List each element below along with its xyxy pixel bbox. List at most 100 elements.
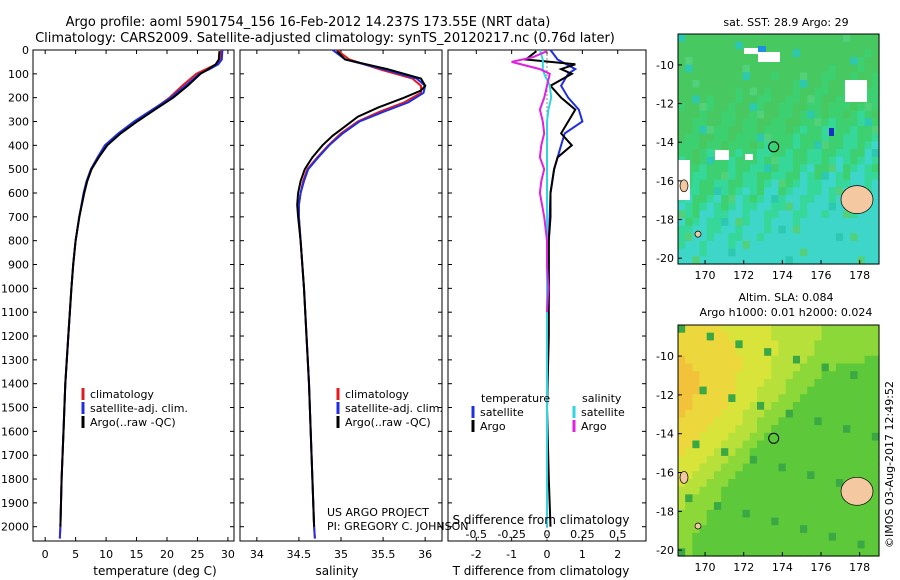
map-cell	[692, 471, 701, 480]
map-cell	[871, 517, 880, 526]
map-cell	[749, 179, 758, 188]
map-cell	[699, 386, 708, 395]
map-cell	[778, 340, 787, 349]
map-cell	[728, 218, 737, 227]
map-cell	[757, 126, 765, 135]
map-cell	[771, 525, 780, 534]
map-cell	[800, 218, 808, 227]
map-cell	[706, 378, 715, 388]
map-cell	[706, 371, 715, 380]
map-cell	[828, 440, 837, 449]
map-cell	[749, 517, 758, 526]
map-cell	[864, 378, 873, 388]
map-cell	[771, 440, 780, 449]
map-cell	[792, 149, 801, 158]
map-cell	[757, 440, 765, 449]
map-cell	[828, 509, 837, 519]
map-cell	[800, 133, 808, 142]
map-cell	[735, 41, 744, 50]
map-cell	[771, 402, 780, 411]
map-cell	[871, 494, 880, 503]
map-cell	[764, 363, 772, 372]
map-cell	[678, 325, 686, 334]
map-cell	[706, 340, 715, 349]
map-cell	[713, 540, 722, 549]
map-cell	[850, 509, 859, 519]
map-y-tick-label: -12	[656, 389, 674, 402]
map-cell	[692, 210, 701, 219]
map-cell	[871, 164, 880, 173]
map-cell	[735, 340, 744, 349]
map-cell	[792, 348, 801, 357]
map-cell	[749, 133, 758, 142]
map-cell	[757, 325, 765, 334]
map-cell	[757, 172, 765, 181]
map-cell	[771, 455, 780, 465]
map-cell	[800, 126, 808, 135]
map-cell	[742, 378, 751, 388]
legend-label: Argo	[480, 420, 506, 433]
map-cell	[728, 448, 737, 457]
map-cell	[749, 202, 758, 211]
map-cell	[757, 540, 765, 549]
map-cell	[685, 517, 693, 526]
map-cell	[771, 133, 780, 142]
map-cell	[807, 371, 815, 380]
map-cell	[692, 386, 701, 395]
map-cell	[850, 409, 859, 418]
map-cell	[828, 348, 837, 357]
map-cell	[792, 486, 801, 495]
map-cell	[821, 149, 830, 158]
y-tick-label: 600	[8, 187, 29, 200]
map-cell	[728, 202, 737, 211]
map-x-tick-label: 170	[695, 269, 716, 282]
map-cell	[685, 409, 693, 418]
map-cell	[792, 141, 801, 150]
map-cell	[699, 471, 708, 480]
map-cell	[807, 164, 815, 173]
island-small	[694, 522, 702, 530]
legend-label: satellite-adj. clim.	[345, 402, 443, 415]
map-cell	[785, 187, 794, 196]
map-cell	[778, 348, 787, 357]
map-cell	[757, 532, 765, 542]
map-cell	[685, 417, 693, 426]
map-cell	[821, 164, 830, 173]
map-cell	[699, 49, 708, 58]
s-tick-label: 0.5	[609, 528, 627, 541]
map-cell	[864, 179, 873, 188]
map-cell	[814, 525, 823, 534]
map-cell	[692, 325, 701, 334]
map-cell	[757, 195, 765, 204]
map-cell	[728, 486, 737, 495]
map-cell	[785, 532, 794, 542]
map-cell	[871, 218, 880, 227]
map-cell	[835, 494, 844, 503]
map-cell	[871, 233, 880, 242]
map-cell	[864, 72, 873, 81]
map-cell	[721, 463, 729, 472]
map-cell	[764, 256, 772, 265]
map-cell	[814, 378, 823, 388]
map-cell	[757, 248, 765, 257]
map-cell	[814, 195, 823, 204]
map-cell	[857, 378, 866, 388]
map-cell	[692, 425, 701, 434]
map-cell	[857, 409, 866, 418]
map-cell	[850, 402, 859, 411]
map-cell	[778, 133, 787, 142]
map-cell	[735, 218, 744, 227]
map-cell	[814, 126, 823, 135]
map-cell	[721, 187, 729, 196]
map-cell	[706, 141, 715, 150]
legend-label: satellite	[581, 406, 625, 419]
map-cell	[706, 363, 715, 372]
map-cell	[864, 241, 873, 250]
map-cell	[678, 417, 686, 426]
map-cell	[742, 64, 751, 73]
map-cell	[757, 548, 765, 557]
map-cell	[757, 386, 765, 395]
map-cell	[721, 548, 729, 557]
map-cell	[735, 325, 744, 334]
map-cell	[821, 425, 830, 434]
